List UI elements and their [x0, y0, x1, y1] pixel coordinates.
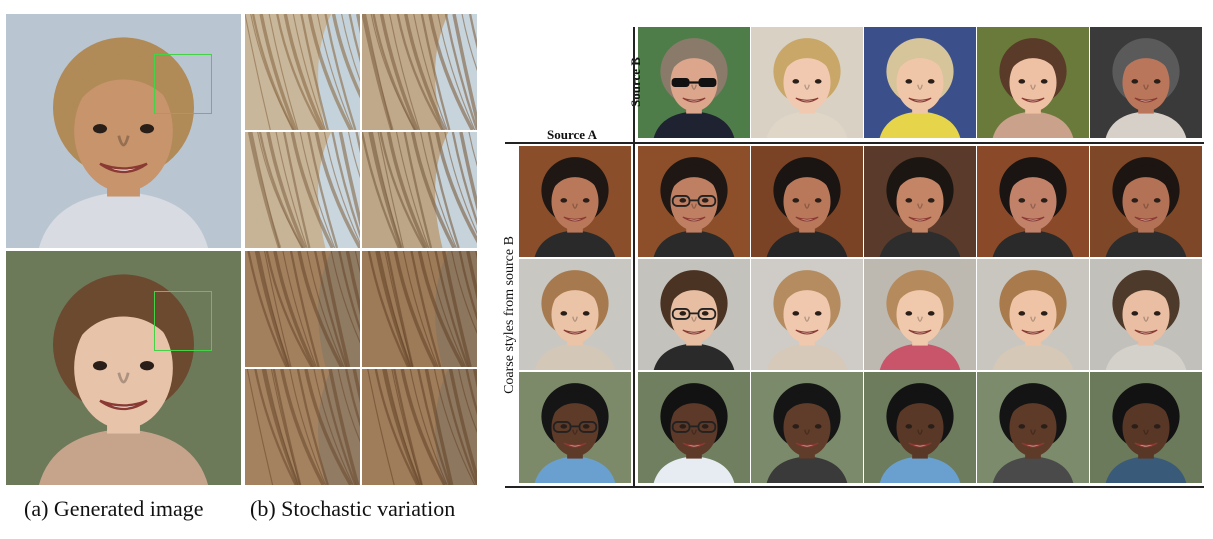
label-coarse-styles: Coarse styles from source B — [500, 145, 520, 485]
mixed-style-image — [977, 372, 1089, 483]
glasses-icon — [671, 308, 717, 320]
source-a-image — [519, 146, 631, 257]
label-source-b: Source B — [628, 27, 644, 137]
glasses-icon — [671, 421, 717, 433]
stochastic-variation-crop — [362, 14, 477, 130]
mixed-style-image — [751, 372, 863, 483]
mixed-style-image — [1090, 146, 1202, 257]
mixed-style-image — [864, 372, 976, 483]
source-b-image — [977, 27, 1089, 138]
caption-generated-image: (a) Generated image — [24, 496, 204, 521]
stochastic-variation-crop — [362, 132, 477, 248]
source-b-image — [864, 27, 976, 138]
sunglasses-icon — [671, 78, 717, 87]
generated-image-man — [6, 14, 241, 248]
source-b-image — [1090, 27, 1202, 138]
source-a-image — [519, 372, 631, 483]
generated-man — [6, 14, 241, 248]
mixed-style-image — [638, 146, 750, 257]
label-source-a: Source A — [547, 127, 597, 142]
mixed-style-image — [638, 259, 750, 370]
generated-image-child — [6, 251, 241, 485]
mixed-style-image — [751, 146, 863, 257]
glasses-icon — [552, 421, 598, 433]
stochastic-variation-crop — [245, 14, 360, 130]
horizontal-rule-top — [505, 142, 1204, 144]
mixed-style-image — [864, 259, 976, 370]
vertical-rule — [633, 27, 635, 488]
stochastic-variation-crop — [245, 369, 360, 485]
mixed-style-image — [1090, 372, 1202, 483]
source-b-image — [751, 27, 863, 138]
caption-stochastic-variation: (b) Stochastic variation — [250, 496, 456, 521]
generated-child — [6, 251, 241, 485]
mixed-style-image — [638, 372, 750, 483]
mixed-style-image — [751, 259, 863, 370]
source-b-image — [638, 27, 750, 138]
stochastic-variation-crop — [362, 251, 477, 367]
label-source-b-text: Source B — [628, 57, 643, 107]
horizontal-rule-bottom — [505, 486, 1204, 488]
source-a-image — [519, 259, 631, 370]
stochastic-variation-crop — [245, 251, 360, 367]
selection-box — [154, 291, 212, 351]
mixed-style-image — [1090, 259, 1202, 370]
selection-box — [154, 54, 212, 114]
mixed-style-image — [977, 259, 1089, 370]
label-coarse-styles-text: Coarse styles from source B — [502, 236, 517, 394]
stochastic-variation-crop — [362, 369, 477, 485]
mixed-style-image — [977, 146, 1089, 257]
stochastic-variation-crop — [245, 132, 360, 248]
mixed-style-image — [864, 146, 976, 257]
glasses-icon — [671, 195, 717, 207]
